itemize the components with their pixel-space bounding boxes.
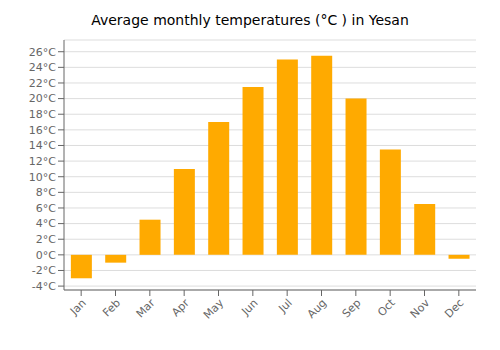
svg-text:2°C: 2°C [36,233,56,246]
svg-text:Aug: Aug [305,296,329,320]
svg-text:Mar: Mar [134,296,158,320]
svg-text:May: May [201,296,227,322]
svg-text:6°C: 6°C [36,202,56,215]
svg-text:Dec: Dec [442,296,466,320]
svg-text:4°C: 4°C [36,217,56,230]
svg-text:8°C: 8°C [36,186,56,199]
svg-text:-4°C: -4°C [32,280,56,293]
svg-text:22°C: 22°C [29,77,56,90]
svg-text:Oct: Oct [375,296,398,319]
svg-text:14°C: 14°C [29,139,56,152]
html-text:Average monthly temperatures (: Average monthly temperatures (°C ) in Ye… [91,12,409,28]
svg-text:Sep: Sep [340,296,364,320]
svg-text:18°C: 18°C [29,108,56,121]
svg-text:Jan: Jan [67,296,89,318]
svg-text:Apr: Apr [169,296,192,319]
svg-text:20°C: 20°C [29,92,56,105]
svg-text:Jul: Jul [276,296,295,315]
svg-text:26°C: 26°C [29,46,56,59]
svg-text:12°C: 12°C [29,155,56,168]
svg-text:16°C: 16°C [29,124,56,137]
svg-text:Nov: Nov [408,296,433,321]
svg-text:Feb: Feb [100,296,123,319]
svg-text:-2°C: -2°C [32,264,56,277]
svg-text:Jun: Jun [238,296,260,318]
svg-text:24°C: 24°C [29,61,56,74]
svg-text:10°C: 10°C [29,171,56,184]
svg-text:0°C: 0°C [36,249,56,262]
